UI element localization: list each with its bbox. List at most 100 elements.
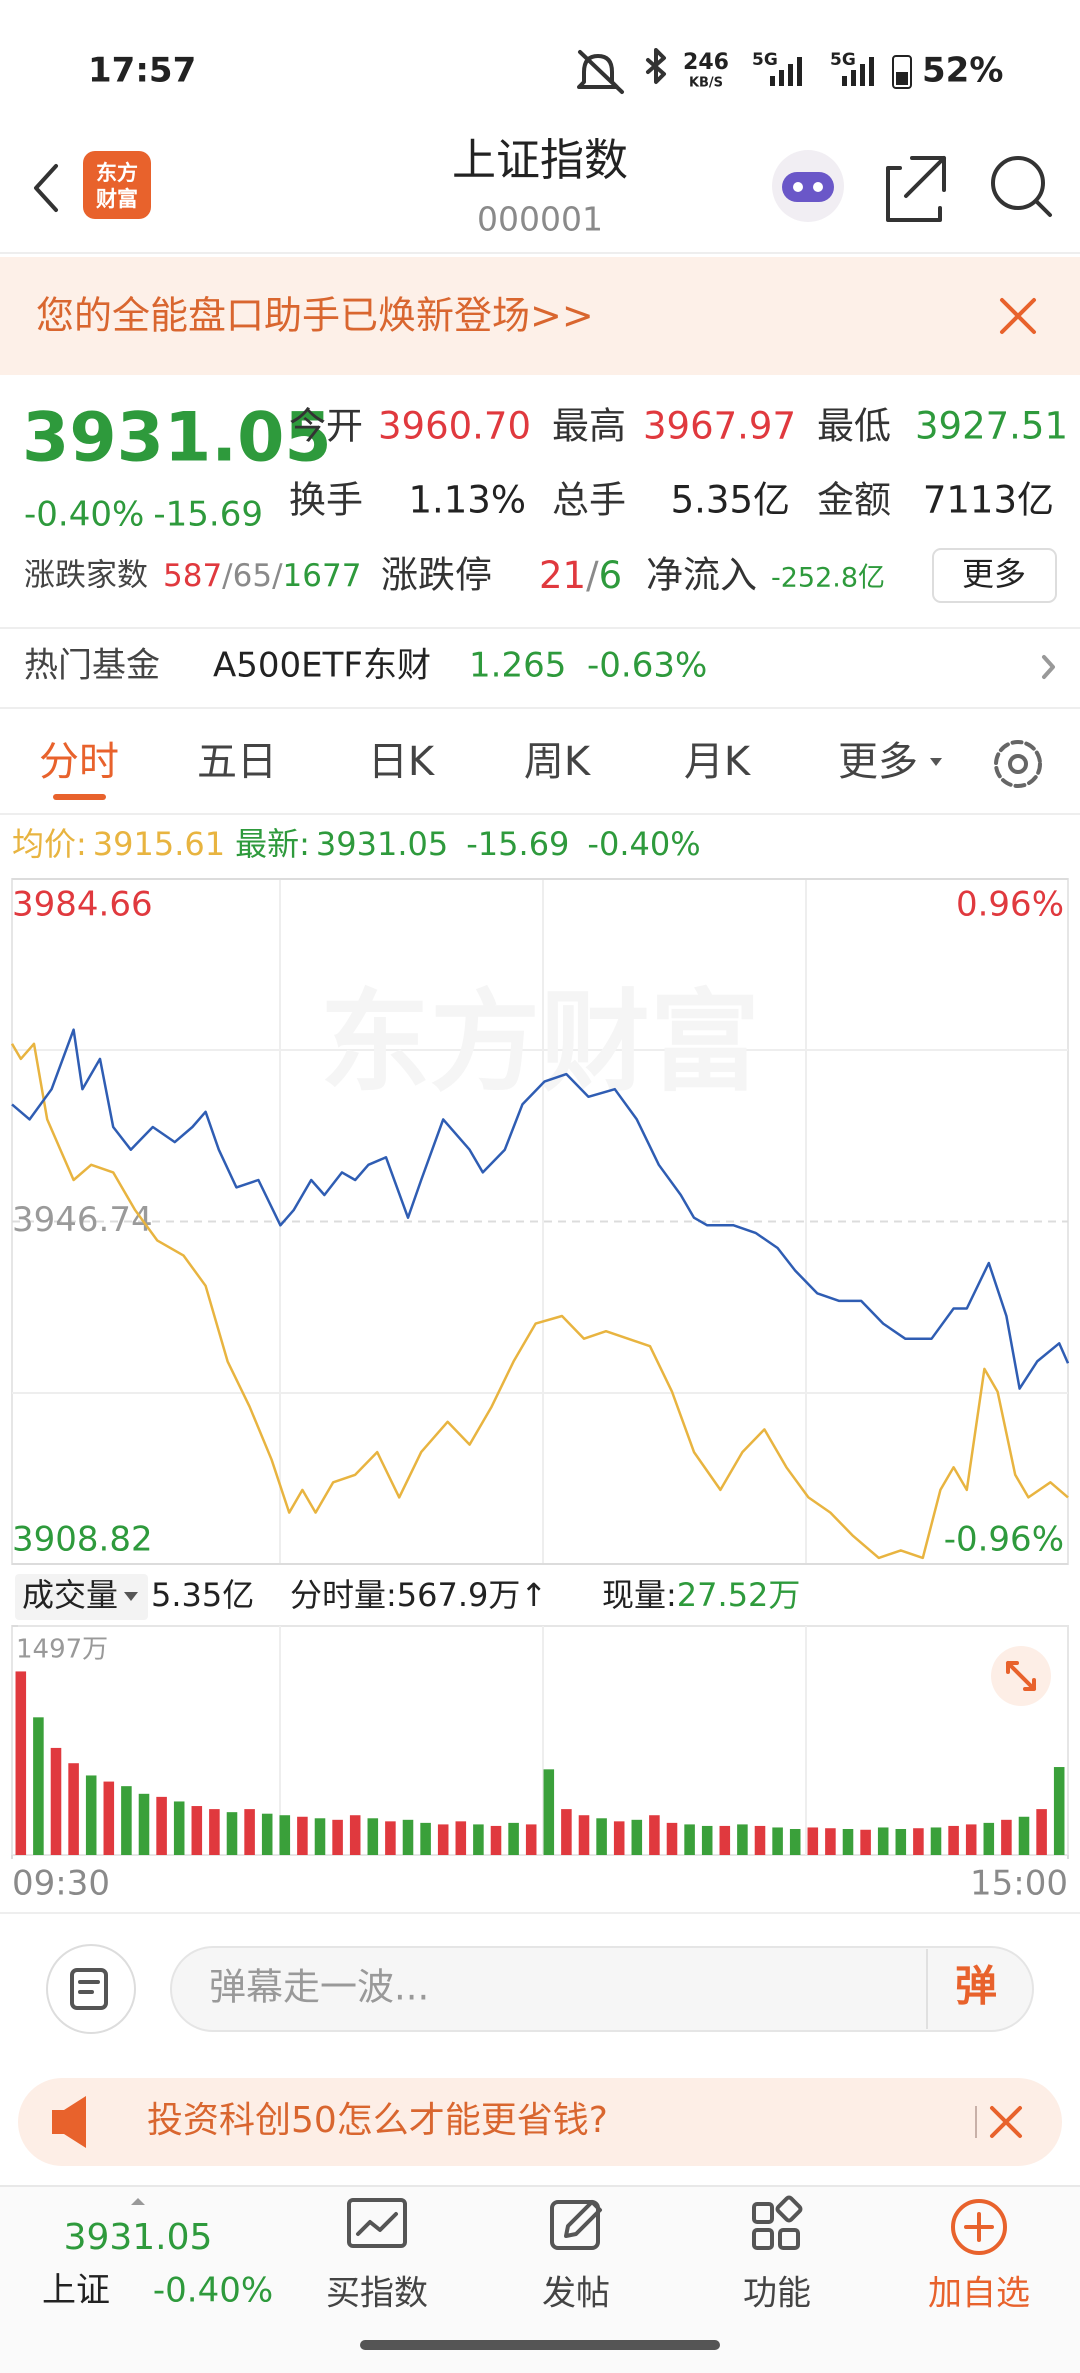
volume-bar xyxy=(789,1828,801,1855)
volume-bar xyxy=(490,1825,502,1855)
y2-tick-label: 0.96% xyxy=(956,885,1064,925)
volume-bar xyxy=(103,1781,115,1855)
close-banner[interactable] xyxy=(1000,298,1036,334)
stat-label: 最低 xyxy=(817,405,891,448)
more-button[interactable] xyxy=(932,548,1057,603)
volume-bar xyxy=(473,1824,484,1855)
stat-value: 3927.51 xyxy=(915,405,1068,448)
logo-text: 东方 xyxy=(96,161,138,185)
volume-bar xyxy=(684,1824,695,1855)
nav-item[interactable]: 发帖 xyxy=(542,2274,610,2314)
tab-bar: 分时 五日 日K 周K 月K 更多 xyxy=(39,739,942,785)
megaphone-icon xyxy=(52,2096,86,2148)
volume-bar xyxy=(332,1819,343,1855)
hot-fund-label: 热门基金 xyxy=(24,646,160,686)
app-logo[interactable] xyxy=(83,151,151,219)
fund-name[interactable]: A500ETF东财 xyxy=(213,646,431,686)
nav-icon xyxy=(347,2195,1007,2255)
volume-bar xyxy=(631,1819,643,1855)
tab-indicator xyxy=(53,794,106,800)
x-tick-label: 15:00 xyxy=(970,1864,1068,1904)
separator: / xyxy=(272,558,283,594)
comment-list-button[interactable] xyxy=(46,1944,136,2034)
volume-bar xyxy=(578,1815,590,1855)
volume-bar xyxy=(543,1769,555,1855)
last-value: 3931.05 xyxy=(316,825,448,863)
volume-bar xyxy=(367,1818,379,1855)
close-promo[interactable] xyxy=(990,2106,1022,2138)
intraday-chart[interactable]: 3908.82 3946.74 3984.66 -0.96% 0.96% xyxy=(10,878,1070,1565)
separator: / xyxy=(586,554,599,597)
chevron[interactable] xyxy=(1042,655,1055,679)
y-tick-label: 3984.66 xyxy=(12,885,153,925)
nav-index-name[interactable]: 上证 xyxy=(42,2271,110,2311)
promo-text[interactable]: 投资科创50怎么才能更省钱? xyxy=(147,2100,608,2141)
volume-bar xyxy=(297,1816,308,1855)
volume-bar xyxy=(420,1822,431,1855)
volume-bar xyxy=(1053,1767,1065,1855)
tab[interactable]: 更多 xyxy=(838,739,918,785)
danmaku-button[interactable]: 弹 xyxy=(955,1962,997,2011)
stat-label: 总手 xyxy=(552,479,626,522)
nav-item[interactable]: 加自选 xyxy=(928,2274,1030,2314)
back-button[interactable] xyxy=(34,164,58,212)
home-indicator xyxy=(360,2340,720,2350)
y-tick-label: 3946.74 xyxy=(12,1200,153,1240)
stat-value: 3960.70 xyxy=(378,405,531,448)
stat-label: 今开 xyxy=(289,405,363,448)
volume-bar xyxy=(50,1747,62,1855)
stat-label: 最高 xyxy=(552,405,626,448)
indicator-dropdown[interactable] xyxy=(15,1574,148,1620)
volume-bar xyxy=(701,1825,713,1855)
banner-text[interactable]: 您的全能盘口助手已焕新登场>> xyxy=(36,294,594,338)
volume-bar xyxy=(508,1822,519,1855)
nav-item[interactable]: 买指数 xyxy=(326,2274,428,2314)
settings-button[interactable] xyxy=(994,740,1042,788)
stat-label: 涨跌家数 xyxy=(24,558,148,594)
volume-bar xyxy=(244,1809,255,1855)
volume-bar xyxy=(279,1815,291,1855)
stat-label: 换手 xyxy=(289,479,363,522)
fund-change: -0.63% xyxy=(587,646,707,686)
nav-index-change[interactable]: -0.40% xyxy=(153,2271,273,2311)
expand-button[interactable] xyxy=(991,1646,1051,1706)
stat-value: 5.35亿 xyxy=(671,479,790,522)
nav-item[interactable]: 功能 xyxy=(743,2274,811,2314)
volume-bar xyxy=(772,1827,783,1855)
logo-text: 财富 xyxy=(96,187,138,211)
comment-placeholder[interactable]: 弹幕走一波... xyxy=(209,1966,429,2009)
notice-banner[interactable] xyxy=(0,257,1080,375)
net-inflow: -252.8亿 xyxy=(771,563,885,594)
change: -15.69 xyxy=(153,495,263,535)
tab[interactable]: 分时 xyxy=(39,739,119,785)
comment-input[interactable] xyxy=(170,1946,1034,2032)
volume-bar xyxy=(68,1763,79,1855)
nav-index-price[interactable]: 3931.05 xyxy=(64,2217,213,2258)
promo-banner[interactable] xyxy=(18,2078,1062,2166)
search-button[interactable] xyxy=(991,156,1052,217)
volume-bar xyxy=(15,1671,27,1855)
share-button[interactable] xyxy=(886,156,946,222)
limit: 21/6 xyxy=(539,554,622,597)
tab[interactable]: 日K xyxy=(368,739,436,785)
tab[interactable]: 周K xyxy=(524,739,592,785)
net-type: 5G xyxy=(830,50,856,70)
assistant-avatar[interactable] xyxy=(772,150,844,222)
tab[interactable]: 月K xyxy=(684,739,752,785)
more-button-text[interactable]: 更多 xyxy=(962,555,1026,593)
change-pct: -0.40% xyxy=(24,495,144,535)
volume-bar xyxy=(1001,1819,1012,1855)
volume-bar xyxy=(402,1819,414,1855)
minute-volume: 分时量:567.9万↑ xyxy=(290,1576,547,1614)
status-time: 17:57 xyxy=(88,51,196,91)
volume-bar xyxy=(825,1828,836,1855)
tab[interactable]: 五日 xyxy=(197,739,277,785)
dropdown-text[interactable]: 成交量 xyxy=(22,1576,118,1614)
minute-volume-value: 567.9万 xyxy=(397,1576,521,1614)
volume-bar xyxy=(754,1825,766,1855)
net-speed: 246 xyxy=(683,50,729,75)
dropdown-arrow xyxy=(930,758,942,766)
volume-bar xyxy=(173,1801,185,1855)
y-tick-label: 1497万 xyxy=(16,1635,108,1665)
